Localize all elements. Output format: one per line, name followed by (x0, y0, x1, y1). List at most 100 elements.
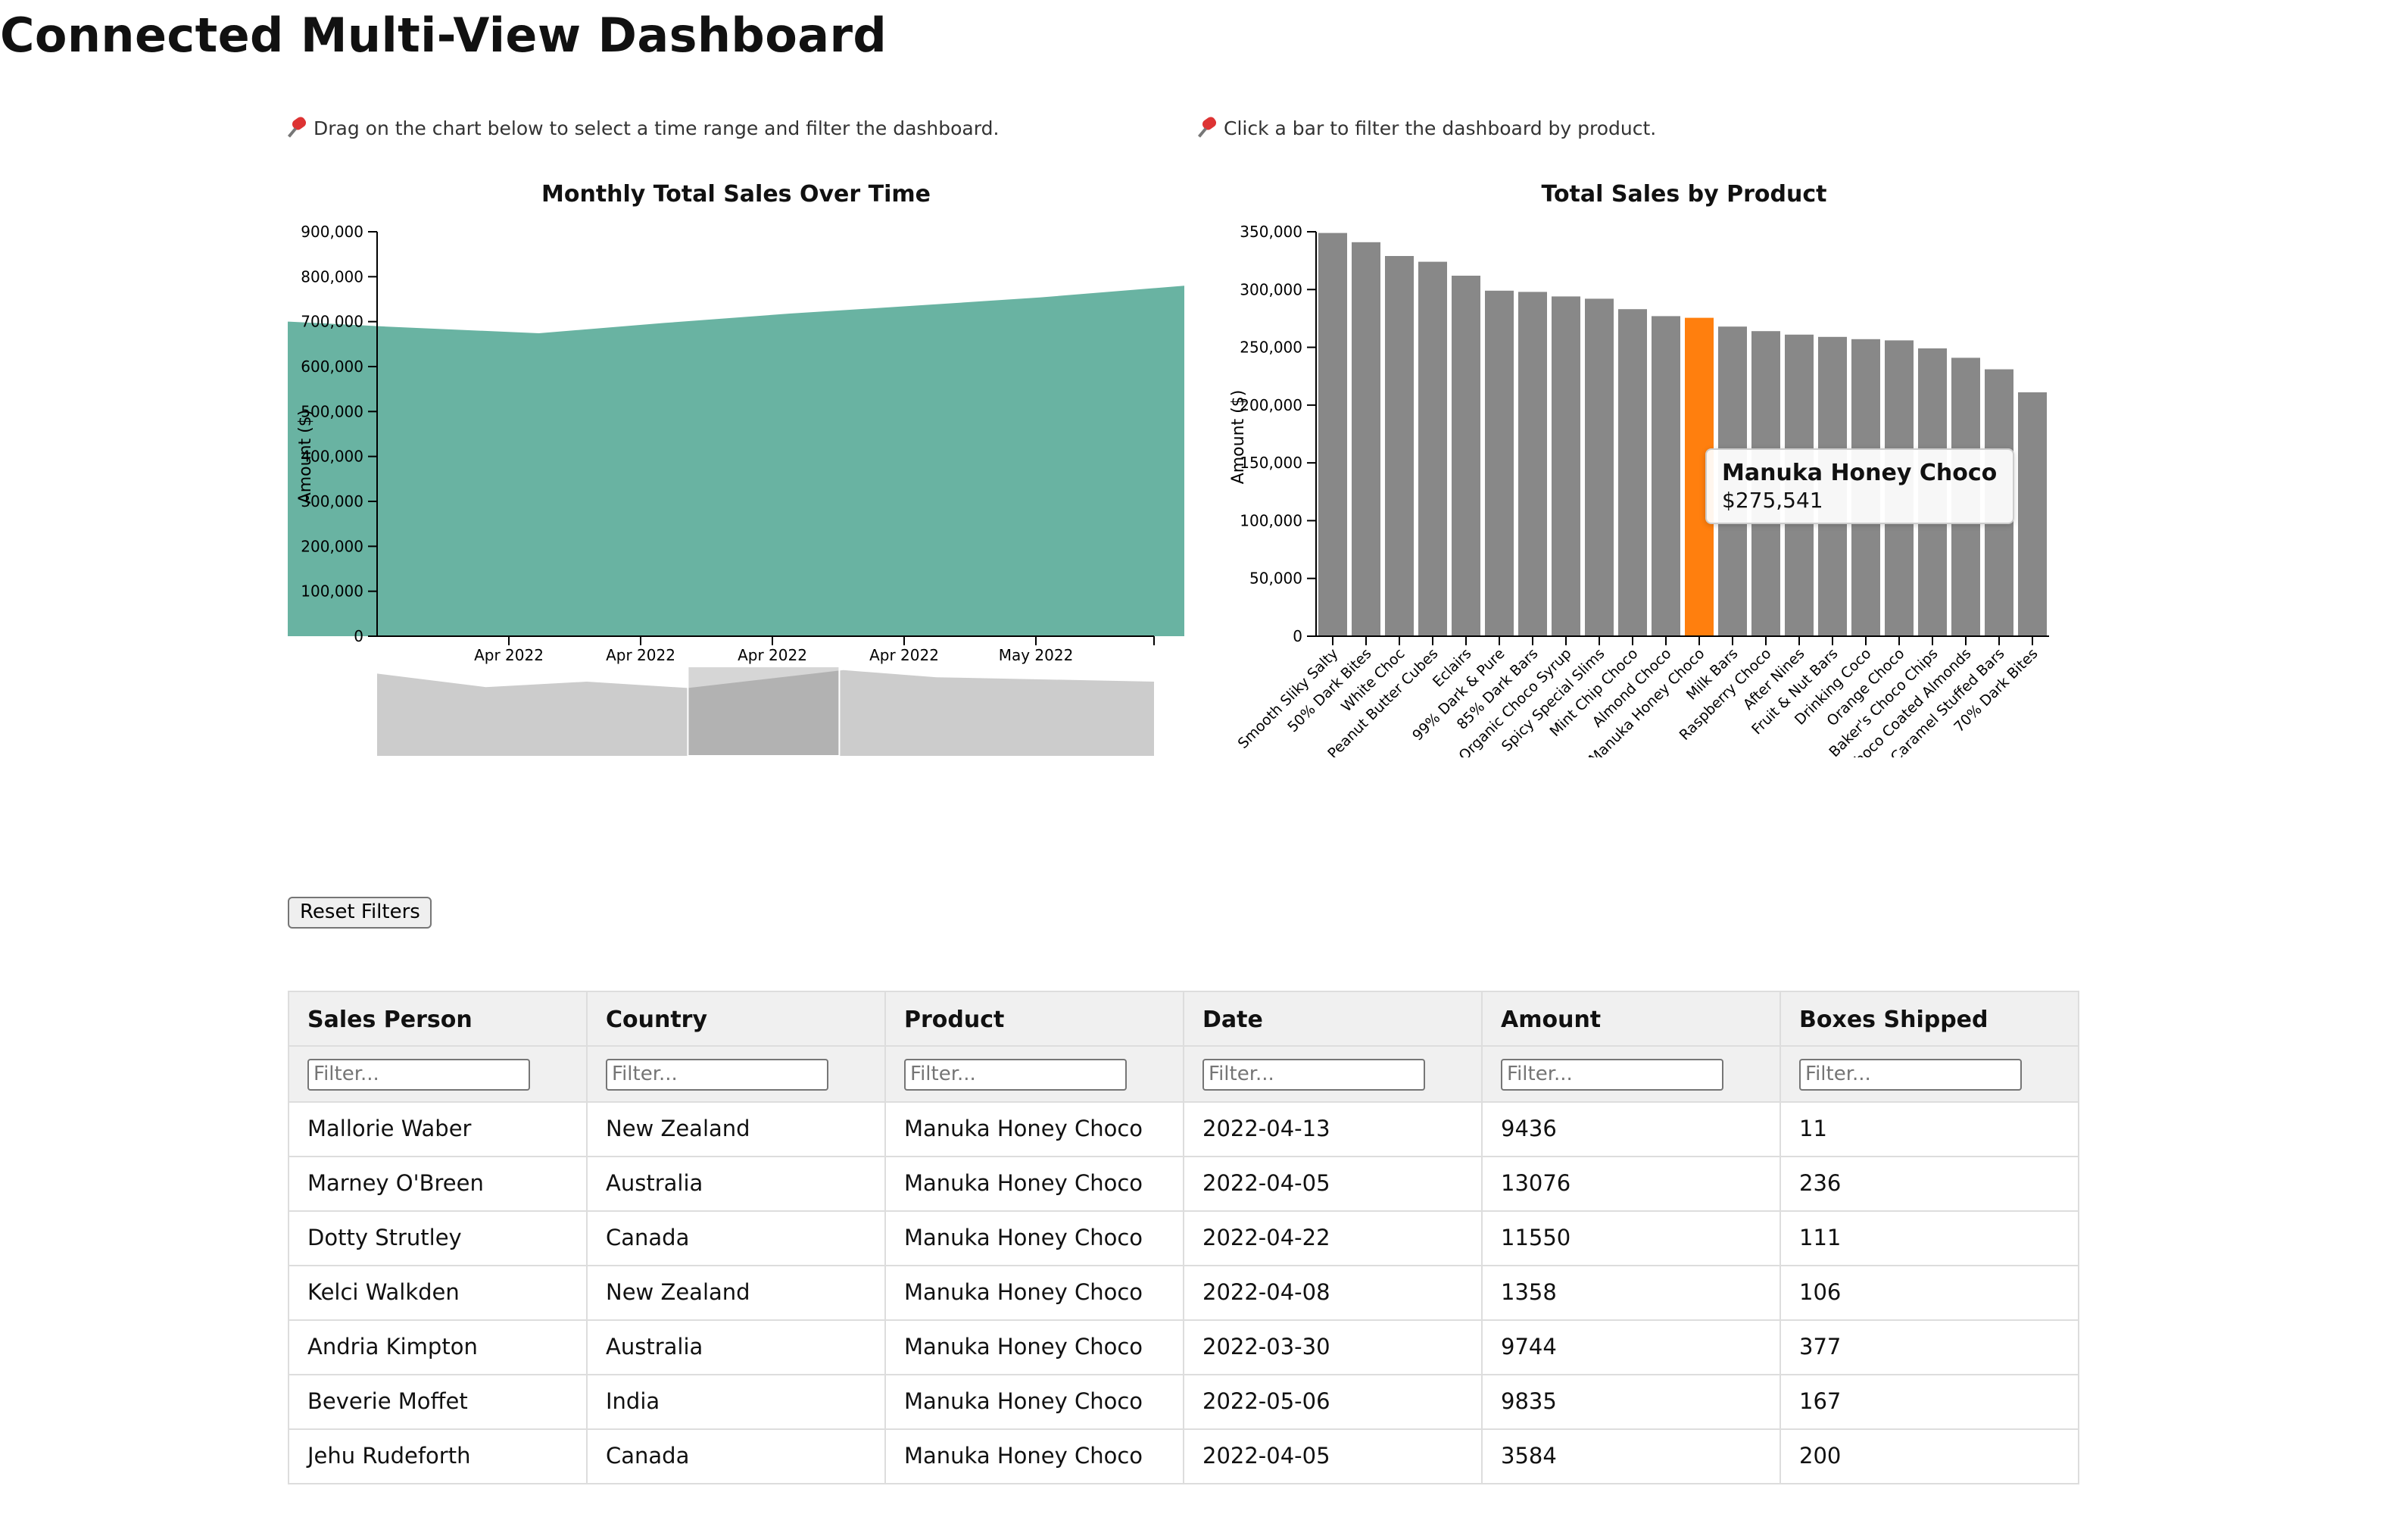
table-header-row: Sales Person Country Product Date Amount… (288, 991, 2079, 1047)
table-cell: New Zealand (586, 1101, 886, 1157)
table-cell: Kelci Walkden (288, 1265, 588, 1321)
monthly-sales-area-chart: 0 100,000 200,000 300,000 400,000 500,000 600,… (288, 223, 1184, 664)
column-header-amount[interactable]: Amount (1481, 991, 1781, 1047)
pushpin-icon (288, 117, 309, 138)
product-bar[interactable] (1552, 296, 1580, 636)
reset-filters-button[interactable]: Reset Filters (288, 897, 432, 929)
sales-person-filter-input[interactable] (307, 1058, 530, 1090)
table-cell: 2022-04-08 (1183, 1265, 1483, 1321)
table-cell: Canada (586, 1210, 886, 1266)
product-bar[interactable] (1385, 256, 1414, 636)
y-tick-label: 900,000 (301, 223, 363, 241)
sales-table: Sales Person Country Product Date Amount… (288, 991, 2079, 1484)
product-filter-hint: Click a bar to filter the dashboard by p… (1198, 117, 1656, 139)
column-header-sales-person[interactable]: Sales Person (288, 991, 588, 1047)
time-range-brush[interactable] (377, 666, 1154, 757)
product-bar[interactable] (1585, 298, 1614, 636)
product-filter-input[interactable] (904, 1058, 1127, 1090)
x-tick-label: Apr 2022 (474, 646, 544, 664)
column-header-country[interactable]: Country (586, 991, 886, 1047)
product-bar[interactable] (1418, 261, 1447, 636)
table-row: Marney O'Breen Australia Manuka Honey Choc… (288, 1156, 2079, 1212)
table-cell: 200 (1779, 1428, 2079, 1484)
amount-filter-input[interactable] (1501, 1058, 1723, 1090)
brush-selection[interactable] (687, 666, 841, 757)
table-cell: 9436 (1481, 1101, 1781, 1157)
table-cell: Manuka Honey Choco (884, 1265, 1184, 1321)
brush-handle-left[interactable] (683, 666, 692, 756)
page-title: Connected Multi-View Dashboard (0, 9, 887, 64)
y-tick-label: 400,000 (301, 448, 363, 466)
table-cell: Jehu Rudeforth (288, 1428, 588, 1484)
overview-area (377, 670, 1154, 756)
product-bar[interactable] (1452, 276, 1480, 636)
y-tick-label: 800,000 (301, 267, 363, 286)
product-bar[interactable] (1618, 309, 1647, 636)
table-cell: 9835 (1481, 1374, 1781, 1430)
table-cell: Marney O'Breen (288, 1156, 588, 1212)
area-chart-title: Monthly Total Sales Over Time (541, 180, 931, 208)
x-tick-label: Apr 2022 (738, 646, 807, 664)
time-filter-hint: Drag on the chart below to select a time… (288, 117, 999, 139)
y-tick-label: 250,000 (1240, 339, 1302, 357)
table-cell: Manuka Honey Choco (884, 1319, 1184, 1375)
brush-handle-right[interactable] (834, 666, 844, 756)
table-cell: 13076 (1481, 1156, 1781, 1212)
table-cell: Mallorie Waber (288, 1101, 588, 1157)
table-cell: Manuka Honey Choco (884, 1156, 1184, 1212)
product-bar[interactable] (1518, 292, 1547, 636)
y-tick-label: 100,000 (301, 582, 363, 601)
table-cell: Australia (586, 1156, 886, 1212)
table-row: Dotty Strutley Canada Manuka Honey Choco 20… (288, 1210, 2079, 1266)
product-bar[interactable] (1352, 242, 1380, 636)
table-cell: 2022-04-05 (1183, 1428, 1483, 1484)
table-cell: India (586, 1374, 886, 1430)
table-body: Mallorie Waber New Zealand Manuka Honey Ch… (288, 1101, 2079, 1484)
column-header-product[interactable]: Product (884, 991, 1184, 1047)
product-bar[interactable] (1318, 233, 1347, 637)
y-tick-label: 200,000 (1240, 396, 1302, 414)
table-cell: Beverie Moffet (288, 1374, 588, 1430)
table-cell: 2022-04-22 (1183, 1210, 1483, 1266)
bar-tooltip: Manuka Honey Choco $275,541 (1705, 448, 2014, 524)
y-tick-label: 0 (1293, 627, 1302, 645)
y-tick-label: 100,000 (1240, 511, 1302, 529)
table-cell: 111 (1779, 1210, 2079, 1266)
table-cell: Manuka Honey Choco (884, 1101, 1184, 1157)
table-cell: Manuka Honey Choco (884, 1374, 1184, 1430)
table-cell: 11550 (1481, 1210, 1781, 1266)
y-axis-label: Amount ($) (296, 410, 315, 504)
table-cell: 377 (1779, 1319, 2079, 1375)
y-tick-label: 150,000 (1240, 454, 1302, 472)
country-filter-input[interactable] (606, 1058, 828, 1090)
table-row: Andria Kimpton Australia Manuka Honey Choc… (288, 1319, 2079, 1375)
y-tick-label: 500,000 (301, 402, 363, 420)
y-tick-label: 200,000 (301, 537, 363, 555)
pushpin-icon (1198, 117, 1219, 138)
boxes-shipped-filter-input[interactable] (1799, 1058, 2022, 1090)
tooltip-product-name: Manuka Honey Choco (1722, 459, 1998, 486)
y-tick-label: 700,000 (301, 313, 363, 331)
y-tick-label: 50,000 (1249, 570, 1302, 588)
table-cell: New Zealand (586, 1265, 886, 1321)
table-row: Beverie Moffet India Manuka Honey Choco 202… (288, 1374, 2079, 1430)
x-tick-label: May 2022 (999, 646, 1074, 664)
y-axis-label: Amount ($) (1229, 390, 1248, 485)
table-cell: 106 (1779, 1265, 2079, 1321)
table-cell: 2022-04-05 (1183, 1156, 1483, 1212)
y-tick-label: 0 (354, 627, 363, 645)
product-filter-hint-text: Click a bar to filter the dashboard by p… (1224, 117, 1657, 139)
date-filter-input[interactable] (1202, 1058, 1425, 1090)
table-row: Jehu Rudeforth Canada Manuka Honey Choco 20… (288, 1428, 2079, 1484)
product-bar[interactable] (1652, 316, 1680, 636)
product-bar[interactable] (2018, 392, 2047, 636)
table-cell: 2022-04-13 (1183, 1101, 1483, 1157)
table-cell: 1358 (1481, 1265, 1781, 1321)
x-tick-label: Apr 2022 (606, 646, 675, 664)
product-bar[interactable] (1485, 290, 1514, 636)
y-tick-label: 600,000 (301, 357, 363, 376)
y-tick-label: 300,000 (1240, 280, 1302, 298)
column-header-date[interactable]: Date (1183, 991, 1483, 1047)
column-header-boxes-shipped[interactable]: Boxes Shipped (1779, 991, 2079, 1047)
table-cell: Andria Kimpton (288, 1319, 588, 1375)
